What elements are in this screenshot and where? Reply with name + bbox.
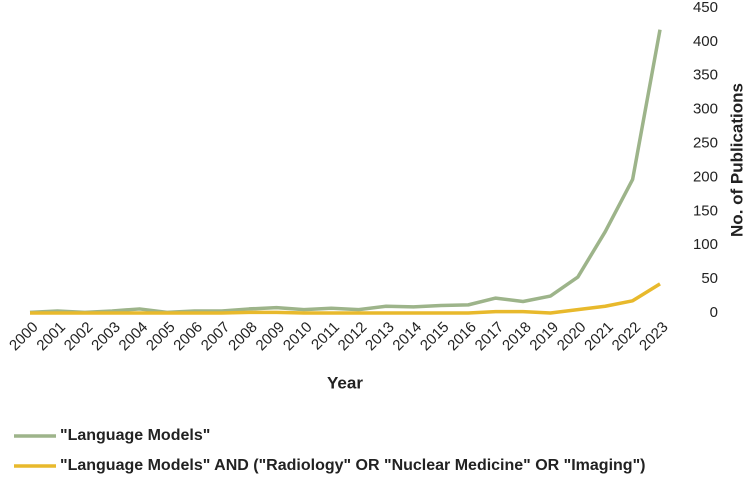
line-series	[30, 282, 661, 315]
y-tick-label: 200	[693, 168, 718, 185]
x-tick-label: 2019	[526, 319, 562, 355]
x-tick-label: 2003	[88, 319, 124, 355]
y-tick-label: 300	[693, 101, 718, 118]
y-tick-label: 150	[693, 202, 718, 219]
x-tick-label: 2013	[362, 319, 398, 355]
x-tick-label: 2022	[609, 319, 645, 355]
x-tick-label: 2005	[143, 319, 179, 355]
x-tick-label: 2020	[554, 319, 590, 355]
x-tick-label: 2004	[116, 319, 152, 355]
x-tick-label: 2002	[61, 319, 97, 355]
y-tick-label: 250	[693, 135, 718, 152]
x-tick-label: 2007	[198, 319, 234, 355]
y-tick-label: 100	[693, 236, 718, 253]
x-tick-label: 2011	[308, 319, 343, 354]
x-tick-label: 2008	[225, 319, 261, 355]
x-tick-label: 2014	[389, 319, 425, 355]
line-series	[29, 29, 662, 315]
x-tick-label: 2012	[335, 319, 371, 355]
x-tick-label: 2001	[33, 319, 69, 355]
x-tick-label: 2010	[280, 319, 316, 355]
legend-label: "Language Models" AND ("Radiology" OR "N…	[60, 457, 645, 474]
x-tick-label: 2017	[472, 319, 508, 355]
y-tick-label: 400	[693, 33, 718, 50]
y-axis-title: No. of Publications	[727, 83, 746, 237]
x-axis-title: Year	[327, 373, 363, 392]
x-tick-label: 2018	[499, 319, 535, 355]
y-tick-label: 350	[693, 67, 718, 84]
legend-label: "Language Models"	[60, 427, 210, 444]
x-tick-label: 2015	[417, 319, 453, 355]
y-tick-label: 0	[710, 304, 718, 321]
y-tick-label: 50	[701, 270, 718, 287]
x-tick-label: 2023	[636, 319, 672, 355]
x-tick-label: 2021	[581, 319, 617, 355]
y-tick-label: 450	[693, 0, 718, 16]
x-tick-label: 2016	[444, 319, 480, 355]
x-tick-label: 2009	[253, 319, 289, 355]
x-tick-label: 2000	[6, 319, 42, 355]
x-tick-label: 2006	[170, 319, 206, 355]
